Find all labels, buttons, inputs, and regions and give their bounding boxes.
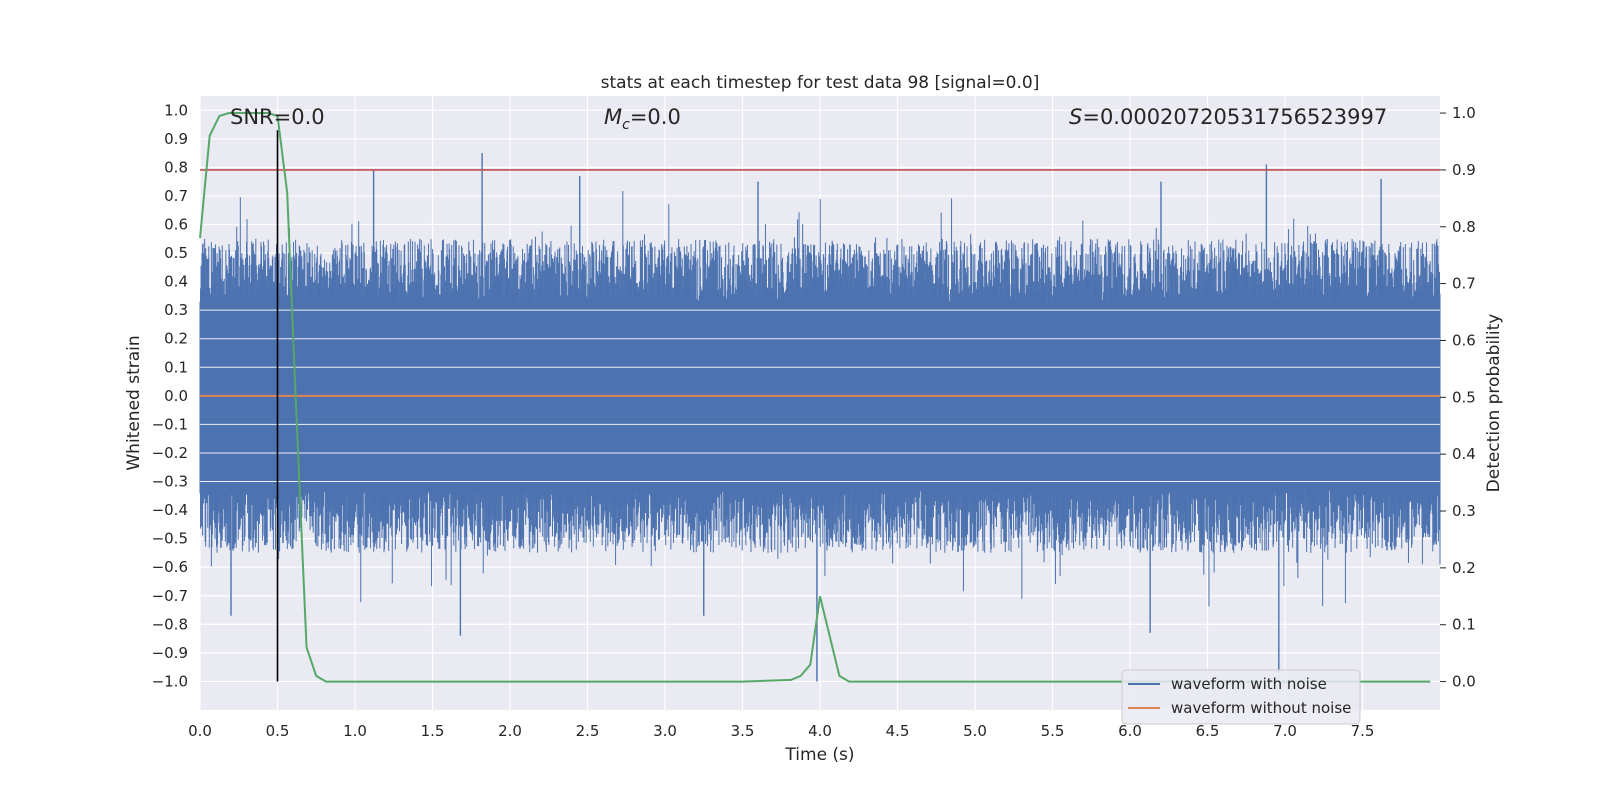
detection-probability-line xyxy=(199,112,1431,683)
y-axis-label: Whitened strain xyxy=(124,335,144,470)
chart-title: stats at each timestep for test data 98 … xyxy=(601,73,1040,93)
s-annotation: S=0.00020720531756523997 xyxy=(1069,105,1387,129)
y-tick-label: −0.2 xyxy=(152,444,188,462)
y-tick-label: −0.9 xyxy=(152,644,188,662)
x-tick-label: 2.5 xyxy=(576,722,600,740)
x-tick-label: 2.0 xyxy=(498,722,522,740)
y-tick-label: 0.6 xyxy=(164,216,188,234)
right-y-tick-label: 0.0 xyxy=(1452,673,1476,691)
y-tick-label: −0.4 xyxy=(152,501,188,519)
x-tick-label: 1.0 xyxy=(343,722,367,740)
y-tick-label: 0.4 xyxy=(164,273,188,291)
legend-label-clean: waveform without noise xyxy=(1171,699,1351,717)
y-tick-label: 0.2 xyxy=(164,330,188,348)
y-tick-label: 0.8 xyxy=(164,158,188,176)
y-tick-label: 0.9 xyxy=(164,130,188,148)
x-tick-label: 3.0 xyxy=(653,722,677,740)
right-y-tick-label: 0.2 xyxy=(1452,559,1476,577)
y-tick-label: −0.1 xyxy=(152,415,188,433)
y-tick-label: 0.5 xyxy=(164,244,188,262)
x-tick-label: 6.0 xyxy=(1118,722,1142,740)
right-y-tick-label: 0.8 xyxy=(1452,218,1476,236)
y-tick-label: 0.0 xyxy=(164,387,188,405)
y-tick-label: −0.3 xyxy=(152,473,188,491)
x-tick-label: 6.5 xyxy=(1196,722,1220,740)
x-tick-label: 5.0 xyxy=(963,722,987,740)
snr-annotation: SNR=0.0 xyxy=(230,105,325,129)
x-tick-label: 5.5 xyxy=(1041,722,1065,740)
y-tick-label: −0.6 xyxy=(152,558,188,576)
right-y-axis-label: Detection probability xyxy=(1484,314,1504,493)
noise-series-line xyxy=(199,190,1441,607)
y-tick-label: 0.1 xyxy=(164,358,188,376)
y-tick-label: 0.3 xyxy=(164,301,188,319)
x-tick-label: 0.0 xyxy=(188,722,212,740)
right-y-tick-label: 0.3 xyxy=(1452,502,1476,520)
y-tick-label: 1.0 xyxy=(164,101,188,119)
series-layer xyxy=(199,112,1440,683)
right-y-axis-ticks: 1.0 0.9 0.8 0.7 0.6 0.5 0.4 0.3 0.2 0.1 0.0 xyxy=(1440,104,1476,691)
x-tick-label: 0.5 xyxy=(266,722,290,740)
right-y-tick-label: 0.7 xyxy=(1452,275,1476,293)
x-tick-label: 7.0 xyxy=(1273,722,1297,740)
y-tick-label: 0.7 xyxy=(164,187,188,205)
legend-label-noise: waveform with noise xyxy=(1171,675,1327,693)
right-y-tick-label: 0.4 xyxy=(1452,445,1476,463)
y-tick-label: −0.8 xyxy=(152,615,188,633)
right-y-tick-label: 0.6 xyxy=(1452,331,1476,349)
x-tick-label: 3.5 xyxy=(731,722,755,740)
right-y-tick-label: 1.0 xyxy=(1452,104,1476,122)
y-tick-label: −0.5 xyxy=(152,530,188,548)
mc-annotation: Mc=0.0 xyxy=(604,105,681,133)
y-tick-label: −0.7 xyxy=(152,587,188,605)
x-tick-label: 4.0 xyxy=(808,722,832,740)
x-tick-label: 1.5 xyxy=(421,722,445,740)
x-axis-ticks: 0.0 0.5 1.0 1.5 2.0 2.5 3.0 3.5 4.0 4.5 5.0 5.5 6.0 6… xyxy=(188,722,1374,740)
x-tick-label: 7.5 xyxy=(1351,722,1375,740)
x-axis-label: Time (s) xyxy=(784,745,854,765)
annotations: SNR=0.0 Mc=0.0 S=0.00020720531756523997 xyxy=(230,105,1387,133)
legend-box xyxy=(1121,669,1361,725)
right-y-tick-label: 0.9 xyxy=(1452,161,1476,179)
right-y-tick-label: 0.1 xyxy=(1452,616,1476,634)
legend: waveform with noise waveform without noi… xyxy=(1121,669,1361,725)
right-y-tick-label: 0.5 xyxy=(1452,388,1476,406)
y-axis-ticks: 1.0 0.9 0.8 0.7 0.6 0.5 0.4 0.3 0.2 0.1 0.0 −0.1 −0.… xyxy=(152,101,188,690)
x-tick-label: 4.5 xyxy=(886,722,910,740)
y-tick-label: −1.0 xyxy=(152,672,188,690)
